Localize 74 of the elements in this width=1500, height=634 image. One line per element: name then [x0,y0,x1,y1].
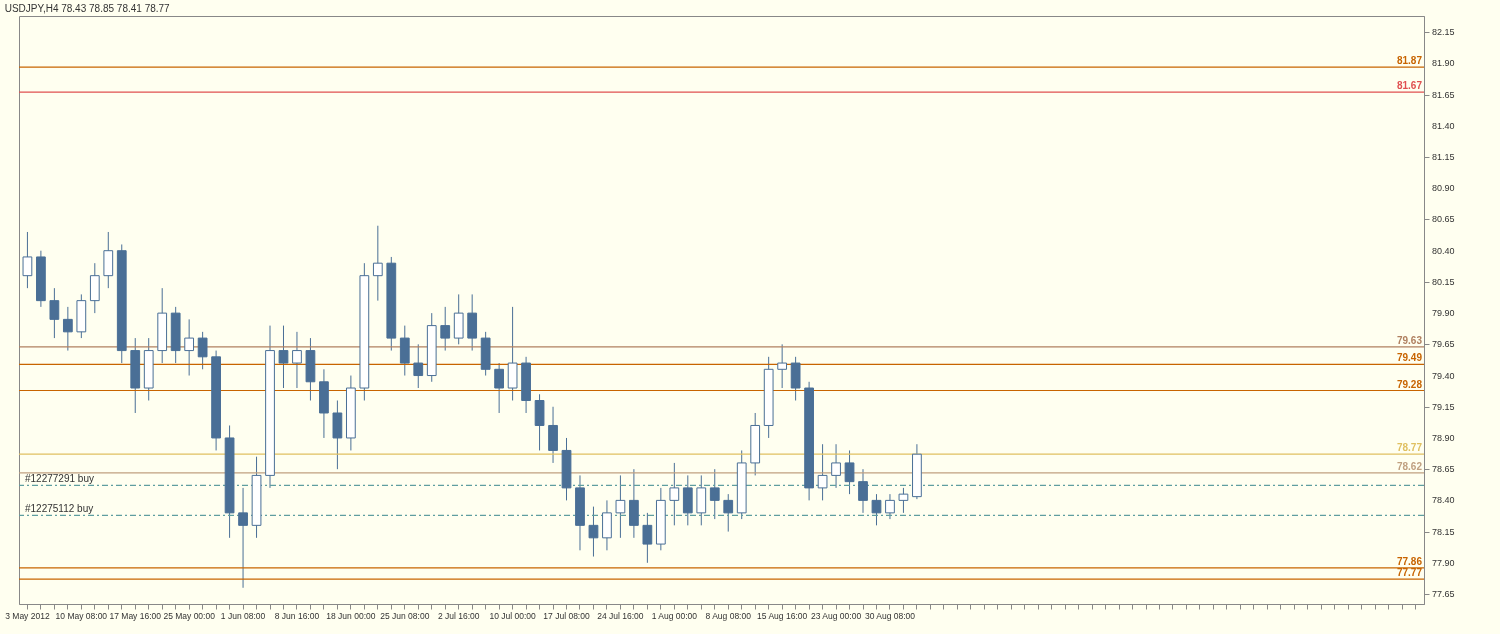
candlestick [723,493,734,533]
candlestick [292,331,302,389]
candlestick [62,306,73,352]
y-tick-label: 80.40 [1432,245,1455,256]
x-tick-label: 10 May 08:00 [55,610,108,621]
y-tick-label: 77.65 [1432,589,1455,600]
candlestick [642,512,653,564]
candlestick [817,443,828,501]
candlestick [22,231,33,289]
x-tick-label: 17 May 16:00 [109,610,162,621]
x-tick-label: 1 Aug 00:00 [651,610,698,621]
y-tick-label: 79.90 [1432,308,1455,319]
candlestick [184,318,195,377]
y-tick-label: 78.65 [1432,464,1455,475]
candlestick [615,474,626,539]
y-tick-label: 81.40 [1432,120,1455,131]
ref-line-label: #12277291 buy [25,473,94,485]
ref-line-label: 79.63 [1396,334,1423,346]
candlestick [588,506,599,558]
candlestick [49,287,60,339]
x-tick-label: 10 Jul 00:00 [489,610,537,621]
y-tick-label: 82.15 [1432,27,1455,38]
ref-line-label: 77.86 [1396,555,1423,567]
chart-title: USDJPY,H4 78.43 78.85 78.41 78.77 [4,3,171,14]
candlestick [844,449,855,495]
ref-line-label: 77.77 [1396,567,1423,579]
candlestick [858,468,868,514]
x-tick-label: 18 Jun 00:00 [326,610,376,621]
x-tick-label: 1 Jun 08:00 [220,610,266,621]
candlestick [871,493,882,526]
y-tick-label: 77.90 [1432,557,1455,568]
ref-line-label: 79.28 [1396,378,1423,390]
x-tick-label: 8 Jun 16:00 [274,610,320,621]
y-tick-label: 81.15 [1432,152,1455,163]
ref-line-label: 81.67 [1396,80,1423,92]
x-tick-label: 24 Jul 16:00 [597,610,644,621]
x-tick-label: 2 Jul 16:00 [437,610,480,621]
y-tick-label: 80.15 [1432,276,1455,287]
y-tick-label: 81.65 [1432,89,1455,100]
ref-line-label: 79.49 [1396,352,1423,364]
x-tick-label: 8 Aug 08:00 [705,610,752,621]
x-tick-label: 25 May 00:00 [163,610,216,621]
x-tick-label: 15 Aug 16:00 [757,610,808,621]
candlestick [197,331,208,370]
x-tick-label: 23 Aug 00:00 [811,610,862,621]
candlestick [777,343,788,389]
y-tick-label: 79.65 [1432,339,1455,350]
x-tick-label: 3 May 2012 [5,610,50,621]
y-tick-label: 79.40 [1432,370,1455,381]
y-tick-label: 79.15 [1432,401,1455,412]
ref-line-label: 78.77 [1396,442,1423,454]
y-tick-label: 78.90 [1432,432,1455,443]
candlestick [413,343,424,389]
y-tick-label: 78.40 [1432,495,1455,506]
candlestick [831,443,841,489]
y-tick-label: 80.65 [1432,214,1455,225]
candlestick [709,468,720,520]
candlestick [885,493,895,520]
x-tick-label: 30 Aug 08:00 [864,610,916,621]
y-tick-label: 78.15 [1432,526,1455,537]
candlestick [669,462,680,526]
ref-line-label: 78.62 [1396,460,1423,472]
candlestick [440,306,451,352]
candlestick [372,225,383,302]
y-tick-label: 81.90 [1432,58,1455,69]
candlestick [238,487,248,589]
ref-line-label: #12275112 buy [25,503,94,515]
candlestick [494,362,505,414]
x-tick-label: 17 Jul 08:00 [543,610,590,621]
y-tick-label: 80.90 [1432,183,1455,194]
candlestick [898,487,909,514]
candlestick [278,325,289,389]
ref-line-label: 81.87 [1396,55,1423,67]
x-tick-label: 25 Jun 08:00 [380,610,430,621]
